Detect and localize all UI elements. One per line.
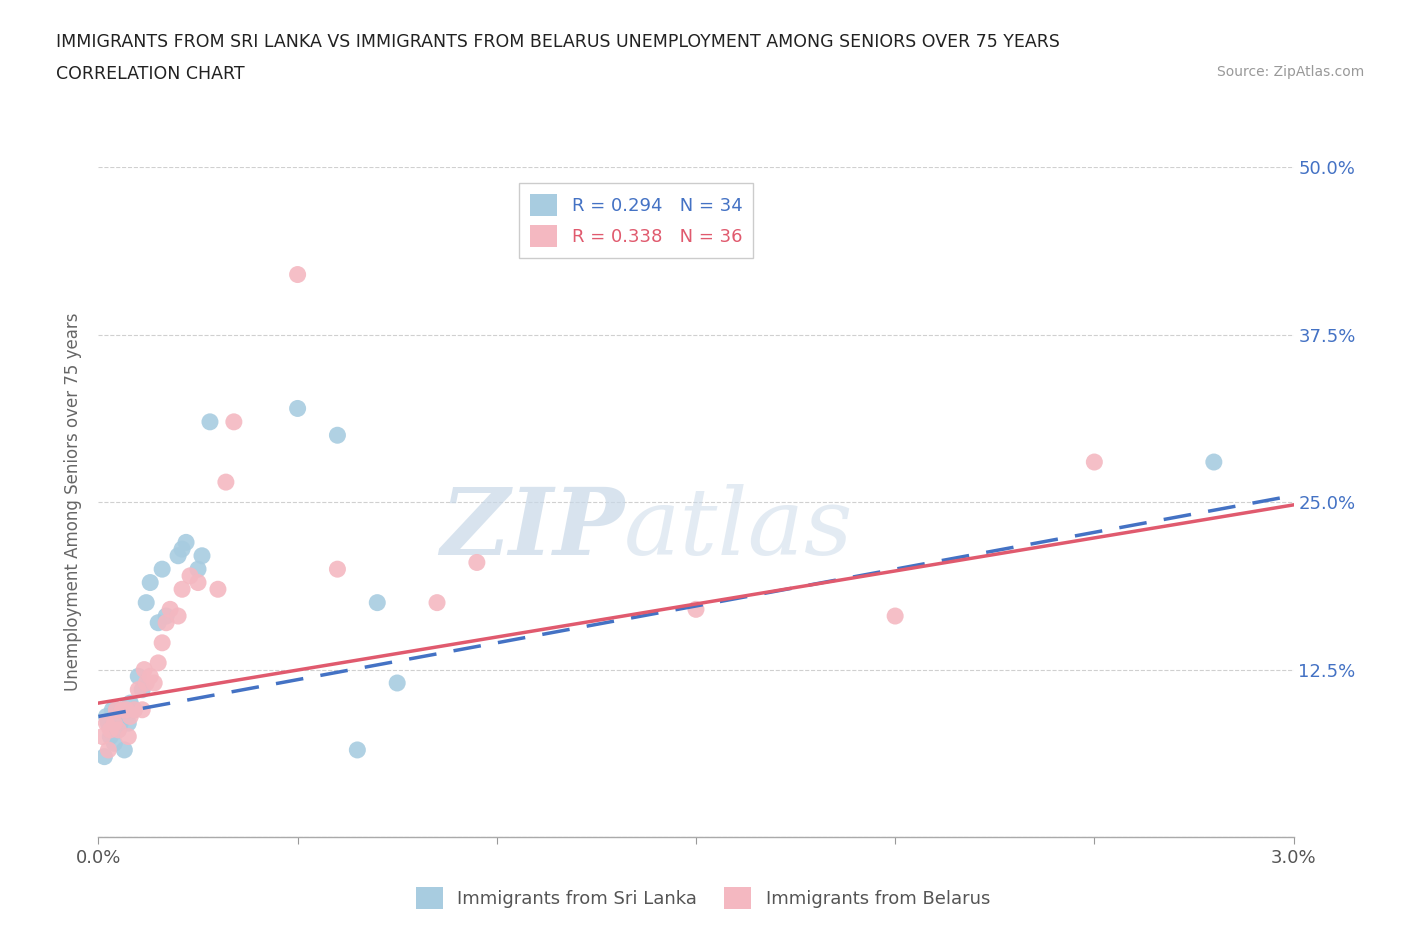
Point: [187, 562, 209, 577]
Point: [287, 401, 309, 416]
Point: [101, 702, 124, 717]
Point: [127, 683, 149, 698]
Point: [115, 702, 138, 717]
Text: Source: ZipAtlas.com: Source: ZipAtlas.com: [1216, 65, 1364, 79]
Point: [111, 702, 134, 717]
Point: [117, 729, 139, 744]
Point: [215, 474, 238, 489]
Legend: R = 0.294   N = 34, R = 0.338   N = 36: R = 0.294 N = 34, R = 0.338 N = 36: [519, 183, 754, 258]
Point: [326, 562, 349, 577]
Point: [685, 602, 707, 617]
Point: [111, 702, 134, 717]
Point: [884, 608, 907, 623]
Point: [135, 675, 157, 690]
Point: [326, 428, 349, 443]
Point: [150, 635, 173, 650]
Point: [366, 595, 388, 610]
Text: atlas: atlas: [624, 484, 853, 574]
Point: [97, 742, 120, 757]
Point: [174, 535, 197, 550]
Point: [426, 595, 449, 610]
Point: [191, 549, 214, 564]
Point: [139, 669, 162, 684]
Point: [93, 750, 115, 764]
Y-axis label: Unemployment Among Seniors over 75 years: Unemployment Among Seniors over 75 years: [65, 313, 83, 691]
Text: CORRELATION CHART: CORRELATION CHART: [56, 65, 245, 83]
Point: [110, 716, 132, 731]
Point: [222, 415, 245, 430]
Point: [131, 683, 153, 698]
Legend: Immigrants from Sri Lanka, Immigrants from Belarus: Immigrants from Sri Lanka, Immigrants fr…: [409, 880, 997, 916]
Point: [148, 656, 170, 671]
Point: [172, 582, 194, 597]
Point: [96, 709, 118, 724]
Point: [112, 742, 135, 757]
Point: [198, 415, 221, 430]
Point: [107, 723, 129, 737]
Point: [124, 702, 146, 717]
Point: [135, 595, 157, 610]
Text: ZIP: ZIP: [440, 484, 624, 574]
Point: [115, 709, 138, 724]
Point: [172, 541, 194, 556]
Point: [97, 716, 120, 731]
Point: [91, 729, 114, 744]
Point: [98, 729, 122, 744]
Point: [1202, 455, 1225, 470]
Point: [139, 575, 162, 590]
Point: [143, 675, 166, 690]
Point: [105, 702, 128, 717]
Text: IMMIGRANTS FROM SRI LANKA VS IMMIGRANTS FROM BELARUS UNEMPLOYMENT AMONG SENIORS : IMMIGRANTS FROM SRI LANKA VS IMMIGRANTS …: [56, 33, 1060, 50]
Point: [207, 582, 229, 597]
Point: [131, 702, 153, 717]
Point: [134, 662, 156, 677]
Point: [150, 562, 173, 577]
Point: [287, 267, 309, 282]
Point: [1083, 455, 1105, 470]
Point: [167, 608, 190, 623]
Point: [120, 709, 142, 724]
Point: [346, 742, 368, 757]
Point: [385, 675, 409, 690]
Point: [103, 736, 125, 751]
Point: [103, 716, 125, 731]
Point: [117, 716, 139, 731]
Point: [98, 723, 122, 737]
Point: [107, 723, 129, 737]
Point: [127, 669, 149, 684]
Point: [120, 696, 142, 711]
Point: [179, 568, 201, 583]
Point: [105, 702, 128, 717]
Point: [159, 602, 181, 617]
Point: [148, 616, 170, 631]
Point: [124, 702, 146, 717]
Point: [96, 716, 118, 731]
Point: [155, 608, 177, 623]
Point: [465, 555, 488, 570]
Point: [155, 616, 177, 631]
Point: [167, 549, 190, 564]
Point: [187, 575, 209, 590]
